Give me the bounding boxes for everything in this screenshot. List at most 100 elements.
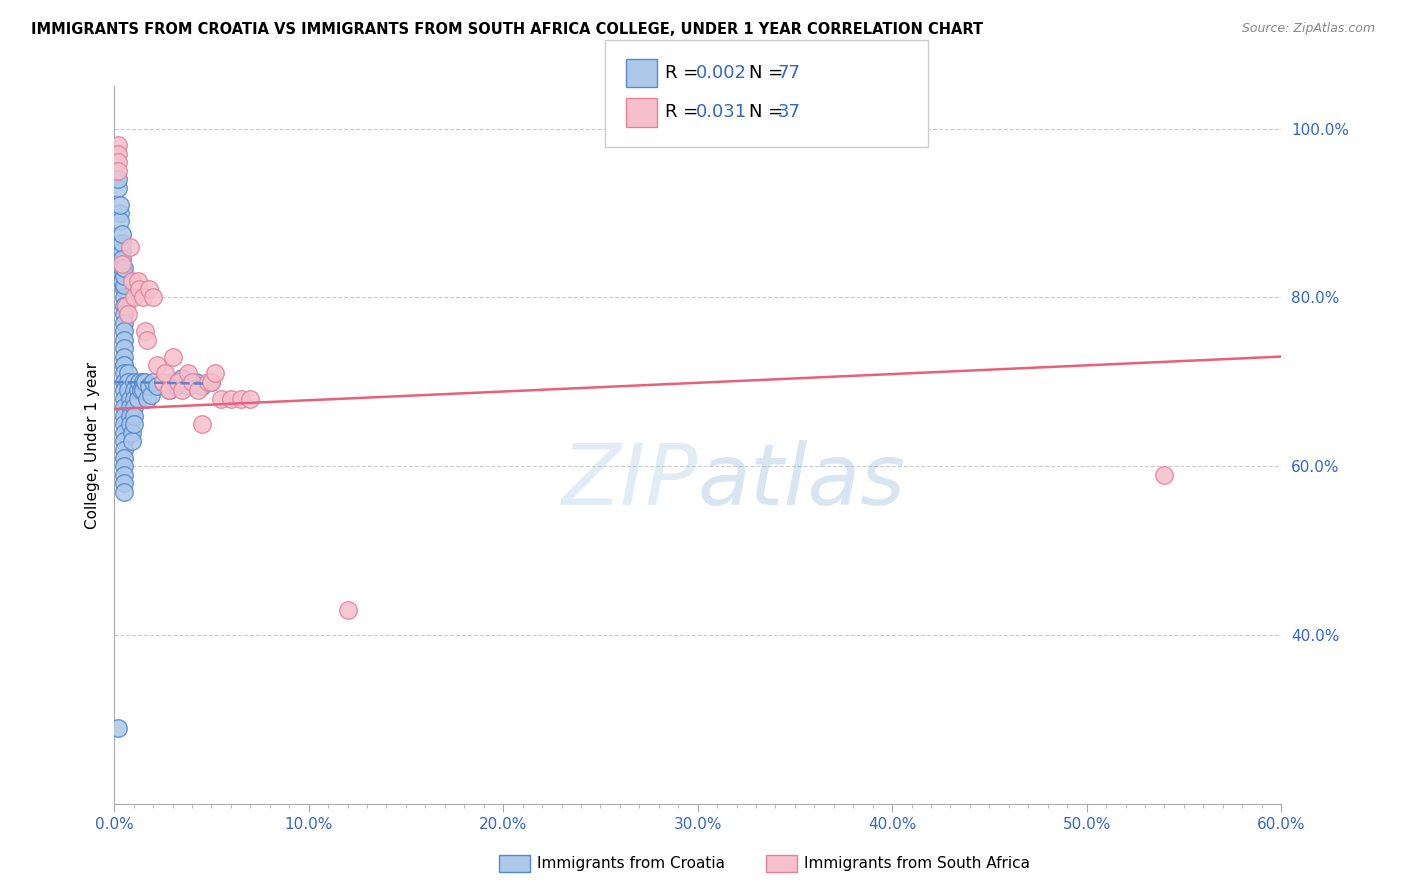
Point [111, 235, 134, 250]
Point [108, 206, 131, 220]
Point [132, 384, 155, 398]
Point [112, 307, 135, 321]
Point [112, 341, 135, 355]
Point [157, 384, 180, 398]
Point [239, 392, 262, 406]
Point [121, 274, 143, 288]
Point [111, 274, 134, 288]
Point [112, 425, 135, 440]
Point [172, 370, 194, 384]
Point [121, 434, 143, 448]
Point [1153, 467, 1175, 482]
Point [111, 257, 134, 271]
Point [136, 392, 159, 406]
Point [187, 384, 209, 398]
Point [112, 291, 135, 305]
Point [112, 417, 135, 432]
Point [177, 379, 200, 393]
Point [131, 384, 153, 398]
Point [132, 291, 155, 305]
Point [152, 375, 174, 389]
Point [128, 375, 150, 389]
Point [138, 379, 160, 393]
Point [112, 358, 135, 372]
Point [112, 316, 135, 330]
Point [112, 484, 135, 499]
Point [200, 375, 222, 389]
Point [112, 277, 135, 292]
Point [111, 244, 134, 258]
Point [112, 467, 135, 482]
Text: 77: 77 [778, 64, 800, 82]
Point [204, 367, 226, 381]
Point [127, 384, 149, 398]
Point [107, 163, 129, 178]
Point [112, 442, 135, 457]
Point [108, 214, 131, 228]
Point [112, 375, 135, 389]
Point [127, 274, 149, 288]
Point [112, 299, 135, 313]
Point [200, 375, 222, 389]
Point [122, 401, 145, 415]
Text: atlas: atlas [697, 440, 905, 523]
Point [112, 459, 135, 474]
Point [122, 375, 145, 389]
Point [142, 291, 165, 305]
Text: Source: ZipAtlas.com: Source: ZipAtlas.com [1241, 22, 1375, 36]
Point [112, 367, 135, 381]
Text: N =: N = [749, 103, 789, 121]
Point [107, 172, 129, 186]
Point [229, 392, 252, 406]
Point [146, 358, 169, 372]
Point [118, 240, 141, 254]
Point [139, 387, 162, 401]
Point [153, 367, 176, 381]
Text: ZIP: ZIP [561, 440, 697, 523]
Point [112, 392, 135, 406]
Point [177, 367, 200, 381]
Point [165, 379, 187, 393]
Point [138, 282, 160, 296]
Point [162, 375, 184, 389]
Point [107, 180, 129, 194]
Point [121, 425, 143, 440]
Point [115, 299, 138, 313]
Point [111, 227, 134, 242]
Point [162, 350, 184, 364]
Point [107, 721, 129, 735]
Point [132, 375, 155, 389]
Point [136, 333, 159, 347]
Point [167, 375, 190, 389]
Point [152, 375, 174, 389]
Point [146, 379, 169, 393]
Point [107, 138, 129, 153]
Point [112, 450, 135, 465]
Point [157, 384, 180, 398]
Point [112, 358, 135, 372]
Point [118, 417, 141, 432]
Point [107, 147, 129, 161]
Point [127, 392, 149, 406]
Point [190, 379, 212, 393]
Point [117, 375, 139, 389]
Point [122, 417, 145, 432]
Point [112, 401, 135, 415]
Text: 0.031: 0.031 [696, 103, 747, 121]
Point [118, 392, 141, 406]
Point [190, 417, 212, 432]
Text: R =: R = [665, 103, 704, 121]
Point [112, 384, 135, 398]
Text: Immigrants from South Africa: Immigrants from South Africa [804, 856, 1031, 871]
Point [118, 409, 141, 423]
Text: R =: R = [665, 64, 704, 82]
Point [172, 384, 194, 398]
Point [122, 409, 145, 423]
Point [128, 282, 150, 296]
Point [181, 375, 204, 389]
Point [336, 603, 359, 617]
Point [134, 324, 156, 338]
Point [111, 260, 134, 275]
Text: Immigrants from Croatia: Immigrants from Croatia [537, 856, 725, 871]
Point [108, 197, 131, 211]
